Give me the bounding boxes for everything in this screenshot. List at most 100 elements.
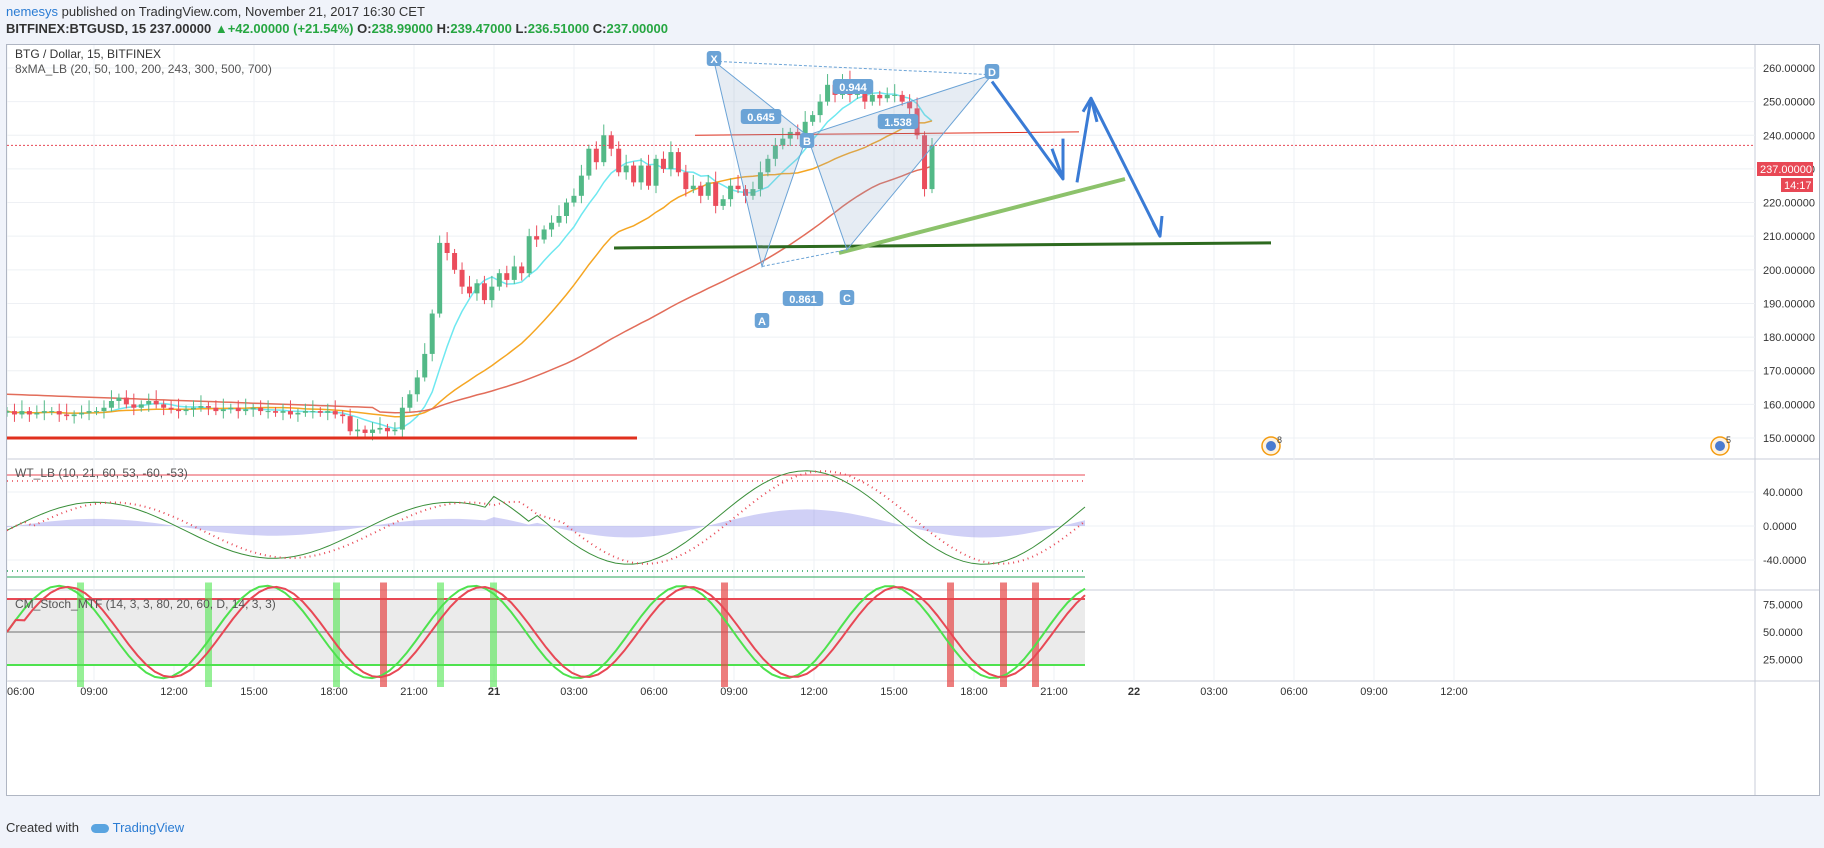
wt-line-1 — [6, 470, 1086, 565]
event-badge-2[interactable]: 5 — [1710, 435, 1731, 456]
candle-body — [235, 407, 241, 412]
candle-body — [474, 283, 480, 294]
y-tick-label: 240.00000 — [1763, 130, 1815, 142]
tradingview-link[interactable]: TradingView — [90, 820, 184, 835]
pattern-ratio-bc-bg — [877, 114, 919, 129]
candle-body — [757, 172, 763, 190]
candle-body — [101, 407, 107, 412]
x-tick-label: 18:00 — [960, 686, 988, 698]
y-tick-label: 160.00000 — [1763, 399, 1815, 411]
grid-lines — [6, 45, 1755, 681]
candle-body — [802, 121, 808, 136]
stoch-tick-label: 50.0000 — [1763, 627, 1803, 639]
candle-body — [258, 407, 264, 412]
chart-container[interactable]: X A B C D 0.645 0.861 1.538 0.944 260.00000 250.0… — [4, 44, 1820, 796]
candle-body — [26, 411, 32, 415]
candle-body — [534, 236, 540, 240]
candle-body — [892, 94, 898, 96]
pattern-label-x: X — [710, 54, 718, 66]
stoch-pane-title: CM_Stoch_MTF (14, 3, 3, 80, 20, 60, D, 1… — [15, 597, 276, 611]
candle-body — [295, 412, 301, 415]
candle-body — [578, 175, 584, 196]
x-tick-label: 09:00 — [1360, 686, 1388, 698]
candle-body — [146, 401, 152, 405]
y-tick-label: 260.00000 — [1763, 63, 1815, 75]
x-tick-label: 21:00 — [1040, 686, 1068, 698]
candle-body — [362, 429, 368, 433]
candle-body — [131, 404, 137, 408]
x-tick-label: 09:00 — [80, 686, 108, 698]
x-tick-label: 06:00 — [640, 686, 668, 698]
candle-body — [660, 158, 666, 169]
candle-body — [11, 411, 17, 415]
candle-body — [653, 158, 659, 186]
x-tick-label: 21 — [488, 686, 500, 698]
wt-tick-label: 0.0000 — [1763, 521, 1797, 533]
candle-body — [601, 135, 607, 163]
candle-body — [250, 407, 256, 410]
ma-indicator-label: 8xMA_LB (20, 50, 100, 200, 243, 300, 500… — [15, 62, 272, 76]
stoch-oversold-bar — [490, 582, 497, 687]
ma-red-line — [6, 165, 933, 414]
x-tick-label: 22 — [1128, 686, 1140, 698]
candle-body — [638, 165, 644, 183]
ma-cyan-line — [6, 92, 933, 430]
x-tick-label: 18:00 — [320, 686, 348, 698]
candle-body — [407, 394, 413, 408]
stoch-d-line — [6, 585, 1086, 679]
pattern-ratio-ab-bg — [782, 291, 824, 306]
author-link[interactable]: nemesys — [6, 4, 59, 19]
resistance-line — [694, 131, 1080, 136]
arrow-head-2 — [1081, 96, 1099, 123]
stoch-overbought-bar — [947, 582, 954, 687]
pattern-ratio-xd-bg — [832, 79, 874, 94]
candle-body — [743, 189, 749, 196]
published-text: published on TradingView.com, November 2… — [61, 4, 425, 19]
candle-body — [138, 404, 144, 408]
chart-svg[interactable]: X A B C D 0.645 0.861 1.538 0.944 260.00000 250.0… — [4, 45, 1819, 795]
candle-body — [317, 411, 323, 413]
event-badge-1[interactable]: 8 — [1261, 435, 1282, 456]
candle-body — [481, 283, 487, 301]
candle-body — [273, 411, 279, 413]
last-price-tag — [1757, 162, 1813, 176]
candle-body — [668, 152, 674, 169]
candle-body — [94, 411, 100, 413]
candle-body — [862, 91, 868, 102]
x-tick-label: 09:00 — [720, 686, 748, 698]
pattern-ac — [761, 249, 848, 267]
candle-body — [116, 397, 122, 401]
candle-body — [571, 195, 577, 203]
candle-body — [608, 135, 614, 149]
pattern-xab — [713, 59, 808, 269]
stoch-pane — [6, 582, 1086, 687]
candle-body — [108, 401, 114, 408]
candle-body — [825, 84, 831, 102]
candle-body — [355, 429, 361, 432]
candle-body — [176, 409, 182, 412]
countdown-tag — [1781, 178, 1813, 192]
x-tick-label: 06:00 — [7, 686, 35, 698]
candle-body — [377, 427, 383, 430]
candle-body — [168, 407, 174, 410]
drawings: X A B C D 0.645 0.861 1.538 0.944 — [7, 51, 1755, 440]
candle-body — [4, 411, 10, 413]
candle-body — [489, 286, 495, 301]
candle-body — [325, 411, 331, 413]
candle-body — [243, 409, 249, 412]
candle-body — [332, 411, 338, 415]
candle-body — [56, 411, 62, 415]
candle-body — [384, 427, 390, 432]
candle-body — [728, 185, 734, 200]
candle-body — [161, 404, 167, 408]
wt-histogram-area — [7, 509, 1085, 538]
candle-body — [265, 411, 271, 413]
candle-body — [64, 414, 70, 417]
x-tick-label: 15:00 — [240, 686, 268, 698]
candle-body — [198, 406, 204, 408]
stoch-oversold-bar — [205, 582, 212, 687]
candle-body — [302, 411, 308, 413]
candle-body — [765, 158, 771, 173]
close-label: C: — [592, 21, 607, 36]
candle-body — [586, 148, 592, 176]
